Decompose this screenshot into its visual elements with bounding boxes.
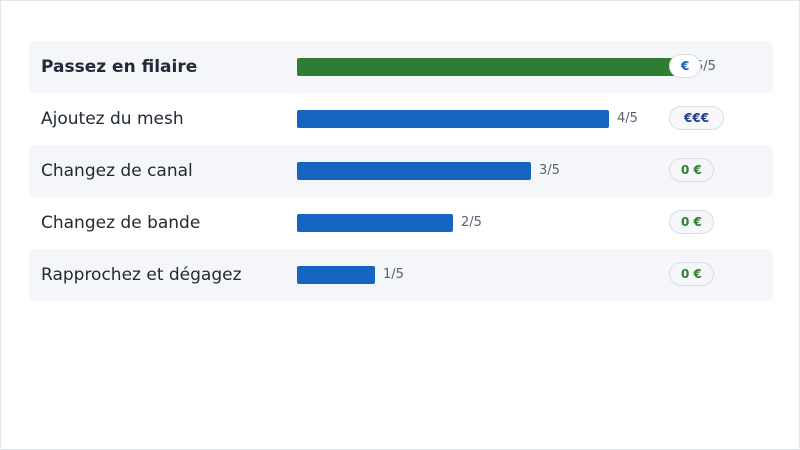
cost-badge: €€€ <box>669 106 725 130</box>
score-bar <box>297 58 687 76</box>
score-text: 4/5 <box>617 111 638 126</box>
cost-badge: 0 € <box>669 158 714 182</box>
score-track: 4/5 <box>297 110 687 128</box>
cost-badge: 0 € <box>669 210 714 234</box>
cost-badge: 0 € <box>669 262 714 286</box>
list-item: Passez en filaire 5/5 € <box>29 41 773 93</box>
score-track: 1/5 <box>297 266 687 284</box>
score-text: 1/5 <box>383 267 404 282</box>
list-item: Rapprochez et dégagez 1/5 0 € <box>29 249 773 301</box>
score-text: 2/5 <box>461 215 482 230</box>
score-bar <box>297 266 375 284</box>
item-label: Changez de bande <box>41 213 201 233</box>
score-track: 3/5 <box>297 162 687 180</box>
score-bar <box>297 214 453 232</box>
cost-badge: € <box>669 54 702 78</box>
ranking-list: Passez en filaire 5/5 € Ajoutez du mesh … <box>29 41 773 301</box>
item-label: Rapprochez et dégagez <box>41 265 242 285</box>
list-item: Ajoutez du mesh 4/5 €€€ <box>29 93 773 145</box>
score-text: 3/5 <box>539 163 560 178</box>
score-track: 2/5 <box>297 214 687 232</box>
item-label: Changez de canal <box>41 161 193 181</box>
list-item: Changez de canal 3/5 0 € <box>29 145 773 197</box>
score-track: 5/5 <box>297 58 716 76</box>
item-label: Passez en filaire <box>41 57 198 77</box>
item-label: Ajoutez du mesh <box>41 109 184 129</box>
score-bar <box>297 162 531 180</box>
score-bar <box>297 110 609 128</box>
list-item: Changez de bande 2/5 0 € <box>29 197 773 249</box>
